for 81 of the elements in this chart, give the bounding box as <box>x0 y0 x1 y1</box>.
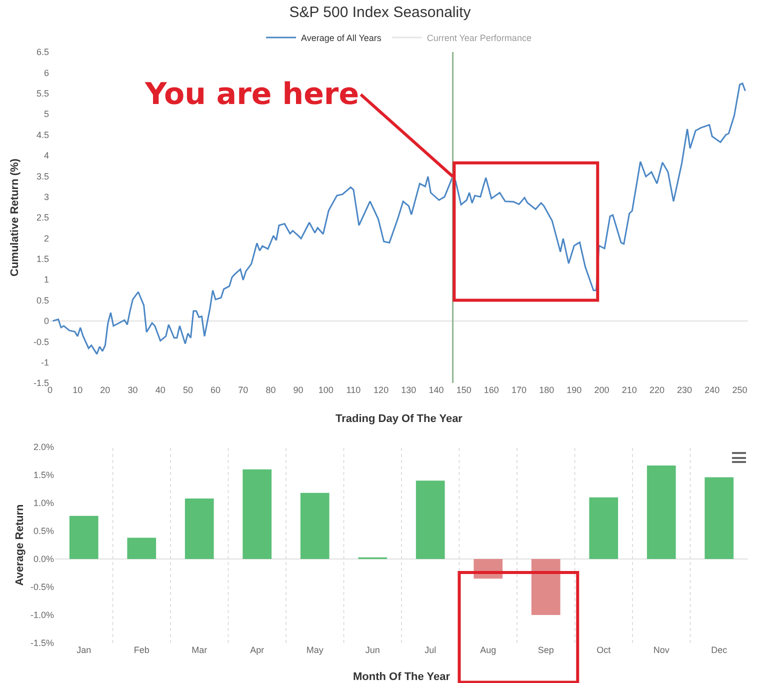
x-tick-label: 130 <box>401 385 416 395</box>
line-series <box>52 82 746 355</box>
x-tick-label: 160 <box>484 385 499 395</box>
bar <box>69 516 98 559</box>
y-tick-label: 0 <box>44 316 49 326</box>
bar <box>646 465 676 559</box>
x-tick-label: 10 <box>72 385 83 395</box>
y-tick-label: -0.5 <box>33 336 49 347</box>
y-tick-label: 5 <box>44 109 49 120</box>
y-tick-label: 0.5% <box>33 526 54 536</box>
y-tick-label: 1.0% <box>33 498 54 508</box>
bar <box>127 538 156 559</box>
x-tick-label: 150 <box>456 385 472 395</box>
x-tick-label: Jun <box>365 645 380 655</box>
bar <box>416 480 445 559</box>
legend-label: Average of All Years <box>301 33 382 44</box>
bar <box>589 497 618 559</box>
x-tick-label: Aug <box>480 645 496 655</box>
x-tick-label: Jul <box>424 645 436 655</box>
x-tick-label: 240 <box>704 385 720 395</box>
x-tick-label: Oct <box>596 645 612 655</box>
bar <box>704 477 734 559</box>
y-tick-label: 0.0% <box>33 554 54 564</box>
x-tick-label: 90 <box>293 385 304 395</box>
y-tick-label: 3.5 <box>36 171 49 182</box>
y-tick-label: 4.5 <box>36 130 49 140</box>
y-tick-label: -1 <box>40 357 49 368</box>
x-tick-label: 30 <box>128 385 138 395</box>
x-tick-label: 40 <box>155 385 166 395</box>
x-tick-label: 50 <box>182 385 193 395</box>
x-tick-label: 140 <box>428 385 444 395</box>
x-tick-label: Sep <box>538 645 554 655</box>
y-tick-label: -1.5% <box>30 638 54 648</box>
bar <box>300 492 330 559</box>
bar <box>531 559 560 615</box>
x-tick-label: 180 <box>539 385 554 395</box>
x-tick-label: 70 <box>238 385 248 395</box>
y-tick-label: 2.5 <box>36 212 49 223</box>
y-tick-label: 1.5% <box>33 470 54 480</box>
annotation: You are here <box>144 77 360 112</box>
x-tick-label: Mar <box>192 645 208 655</box>
legend-label: Current Year Performance <box>426 33 532 44</box>
x-axis-title: Month Of The Year <box>353 671 451 683</box>
y-axis-title: Average Return <box>14 504 26 586</box>
x-tick-label: Jan <box>76 645 92 655</box>
chart-title: S&P 500 Index Seasonality <box>289 4 472 21</box>
y-axis-title: Cumulative Return (%) <box>9 158 21 276</box>
x-tick-label: 220 <box>649 385 664 395</box>
y-tick-label: 4 <box>44 150 49 161</box>
x-tick-label: 190 <box>566 385 582 395</box>
y-tick-label: -1.0% <box>30 610 54 620</box>
x-tick-label: 120 <box>374 385 389 395</box>
x-tick-label: 230 <box>677 385 692 395</box>
bar <box>242 469 272 559</box>
y-tick-label: 0.5 <box>36 295 49 306</box>
y-tick-label: 1.5 <box>36 254 49 264</box>
x-tick-label: 60 <box>210 385 221 395</box>
y-tick-label: 2.0% <box>33 442 54 452</box>
x-tick-label: 110 <box>346 385 361 395</box>
x-tick-label: 200 <box>594 385 610 395</box>
y-tick-label: -1.5 <box>33 378 49 388</box>
bar <box>184 498 214 559</box>
x-tick-label: Nov <box>653 645 670 655</box>
x-tick-label: Dec <box>711 645 728 655</box>
x-tick-label: 100 <box>318 385 334 395</box>
x-tick-label: May <box>306 645 324 655</box>
x-tick-label: 170 <box>511 385 527 395</box>
x-tick-label: Feb <box>134 645 150 655</box>
x-axis-title: Trading Day Of The Year <box>336 413 464 425</box>
y-tick-label: 2 <box>44 233 49 244</box>
x-tick-label: 80 <box>266 385 276 395</box>
y-tick-label: 1 <box>44 274 49 285</box>
y-tick-label: 5.5 <box>36 88 49 99</box>
y-tick-label: 6.5 <box>36 47 49 58</box>
x-tick-label: 250 <box>732 385 748 395</box>
x-tick-label: Apr <box>250 645 264 655</box>
y-tick-label: 3 <box>44 192 49 202</box>
y-tick-label: -0.5% <box>30 582 54 592</box>
x-tick-label: 210 <box>622 385 637 395</box>
x-tick-label: 20 <box>100 385 110 395</box>
y-tick-label: 6 <box>44 68 49 78</box>
